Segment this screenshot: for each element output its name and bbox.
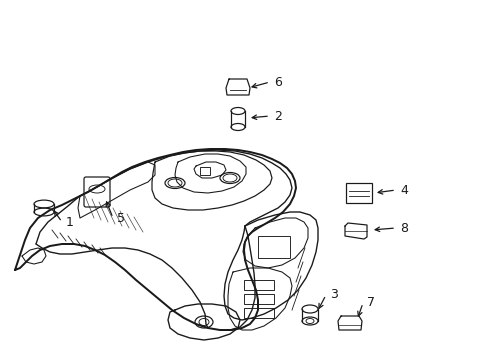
Bar xyxy=(244,294,273,304)
Text: 2: 2 xyxy=(273,109,281,122)
Text: 3: 3 xyxy=(329,288,337,302)
Text: 1: 1 xyxy=(66,216,74,229)
Text: 6: 6 xyxy=(273,76,281,89)
Bar xyxy=(346,183,371,203)
Text: 7: 7 xyxy=(366,297,374,310)
Bar xyxy=(258,236,289,258)
Text: 4: 4 xyxy=(399,184,407,197)
Bar xyxy=(244,280,273,290)
Text: 8: 8 xyxy=(399,221,407,234)
Text: 5: 5 xyxy=(117,211,125,225)
Bar xyxy=(200,167,209,175)
Bar xyxy=(244,308,273,318)
